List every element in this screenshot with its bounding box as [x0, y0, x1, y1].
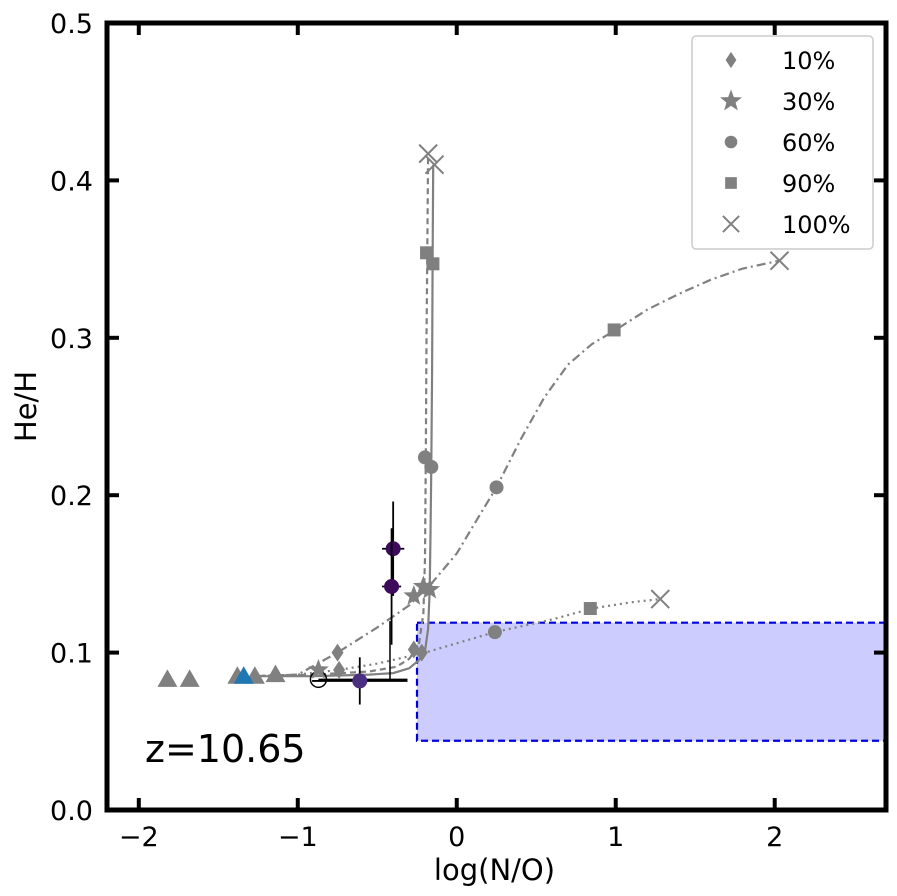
legend-marker-circle [724, 135, 738, 149]
model-point-dashdot-x [769, 250, 790, 271]
highlight-triangle [233, 666, 254, 684]
model-point-solid-diamond [415, 643, 428, 662]
legend-marker-x [722, 215, 740, 233]
y-tick-label-3: 0.3 [50, 324, 93, 355]
model-point-solid-star [419, 578, 441, 599]
model-point-dashdot-diamond [331, 643, 344, 662]
x-tick-label-2: 0 [448, 822, 465, 853]
redshift-annotation: z=10.65 [145, 727, 306, 771]
x-tick-label-1: −1 [278, 822, 318, 853]
obs-point-0 [385, 541, 401, 557]
model-point-solid-x [424, 154, 445, 175]
markers-layer [157, 143, 790, 687]
model-point-dashed-x [418, 143, 438, 164]
y-tick-label-1: 0.1 [50, 639, 93, 670]
legend: 10% 30% 60% 90% 100% [691, 35, 874, 250]
model-point-dotted-circle [487, 625, 502, 640]
base-triangle-4 [265, 664, 286, 683]
legend-marker-diamond [725, 51, 737, 69]
obs-point-2 [352, 673, 368, 689]
plot-frame [104, 20, 889, 813]
y-tick-label-4: 0.4 [50, 166, 93, 197]
model-point-dotted-square [583, 602, 597, 616]
model-point-dotted-star [307, 658, 329, 679]
model-point-dashdot-square [607, 323, 621, 337]
legend-marker-square [725, 177, 737, 189]
model-curve-solid [250, 164, 435, 678]
x-tick-label-0: −2 [119, 822, 159, 853]
legend-label-x: 100% [782, 211, 851, 239]
model-point-dotted-diamond [333, 660, 346, 679]
legend-frame [691, 35, 874, 250]
model-point-dashed-star [412, 575, 434, 596]
base-triangle-1 [179, 669, 200, 687]
model-curve-dashed [250, 153, 430, 678]
x-tick-label-4: 2 [766, 822, 783, 853]
base-triangle-0 [157, 669, 178, 687]
observed-region-layer [415, 621, 888, 742]
observed-constraint-region [415, 621, 888, 742]
model-point-solid-circle [424, 459, 439, 474]
model-point-dashed-square [420, 246, 434, 260]
legend-label-diamond: 10% [782, 47, 835, 75]
model-curve-dashdot [250, 259, 780, 678]
legend-label-square: 90% [782, 170, 835, 198]
y-tick-label-0: 0.0 [50, 796, 93, 827]
axes-layer: −2 −1 0 1 2 0.0 0.1 0.2 0.3 0.4 0.5 log(N/O) He/H [9, 9, 889, 887]
model-point-dashdot-circle [489, 480, 504, 495]
x-axis-label: log(N/O) [434, 853, 555, 887]
obs-point-1 [384, 578, 400, 594]
y-tick-label-2: 0.2 [50, 481, 93, 512]
legend-label-star: 30% [782, 88, 835, 116]
model-point-solid-square [426, 257, 440, 271]
y-tick-label-5: 0.5 [50, 9, 93, 40]
legend-marker-star [720, 89, 742, 111]
x-tick-label-3: 1 [607, 822, 624, 853]
observations-layer [309, 501, 408, 705]
y-axis-label: He/H [9, 371, 43, 442]
model-point-dotted-x [650, 589, 670, 609]
legend-label-circle: 60% [782, 129, 835, 157]
model-point-dashdot-star [403, 584, 425, 605]
